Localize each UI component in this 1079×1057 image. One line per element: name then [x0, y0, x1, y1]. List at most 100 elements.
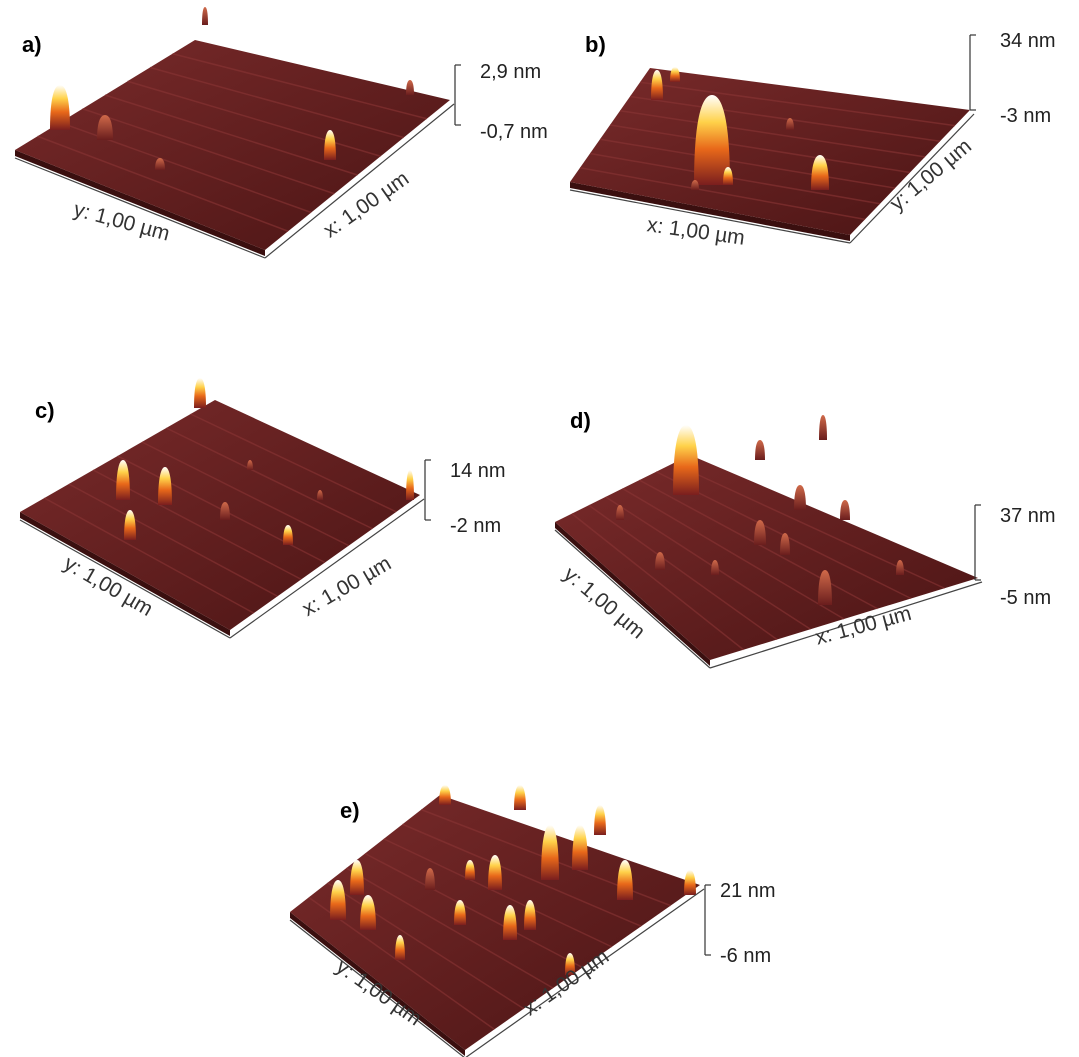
peak — [425, 868, 435, 890]
axis-edge — [849, 113, 975, 244]
surface-ridge — [609, 124, 911, 174]
afm-panel: d)37 nm-5 nmy: 1,00 µm x: 1,00 µm — [554, 408, 1056, 669]
surface-ridge — [571, 513, 744, 651]
axis-edge — [264, 103, 455, 259]
peak — [324, 130, 336, 160]
peak — [158, 467, 172, 505]
surface-ridge — [37, 135, 289, 232]
z-min-label: -0,7 nm — [480, 121, 548, 143]
surface — [15, 40, 450, 250]
peak — [896, 560, 904, 575]
panel-label: a) — [22, 32, 42, 57]
axis-edge — [19, 519, 231, 639]
peak — [572, 825, 588, 870]
peak — [755, 440, 765, 460]
z-min-label: -6 nm — [720, 945, 771, 967]
peak — [684, 870, 696, 895]
z-max-label: 37 nm — [1000, 505, 1056, 527]
peak — [786, 118, 794, 130]
surface — [290, 795, 700, 1050]
surface-ridge — [364, 852, 583, 969]
peak — [819, 415, 827, 440]
panel-label: d) — [570, 408, 591, 433]
peak — [840, 500, 850, 520]
peak — [514, 785, 526, 810]
peak — [754, 520, 766, 545]
peak — [780, 533, 790, 555]
surface-ridge — [172, 53, 428, 120]
peak — [155, 158, 165, 170]
peak — [97, 115, 113, 140]
z-max-label: 34 nm — [1000, 30, 1056, 52]
panel-label: c) — [35, 398, 55, 423]
surface-ridge — [402, 823, 642, 927]
z-min-label: -3 nm — [1000, 105, 1051, 127]
surface-ridge — [127, 80, 381, 157]
peak — [283, 525, 293, 545]
peak — [439, 785, 451, 805]
z-max-label: 2,9 nm — [480, 61, 541, 83]
surface-ridge — [149, 66, 404, 139]
surface-ridge — [579, 167, 866, 221]
surface-ridge — [589, 152, 881, 205]
surface — [570, 68, 970, 235]
surface — [555, 455, 978, 660]
surface — [20, 400, 420, 630]
panel-label: b) — [585, 32, 606, 57]
peak — [317, 490, 323, 500]
surface-side — [290, 912, 465, 1056]
peak — [524, 900, 536, 930]
surface-ridge — [68, 483, 278, 597]
peak — [811, 155, 829, 190]
surface-ridge — [629, 95, 941, 142]
axis-edge — [229, 498, 425, 639]
surface-side — [20, 512, 230, 636]
peak — [360, 895, 376, 930]
surface-ridge — [190, 413, 397, 513]
peak — [350, 860, 364, 895]
peak — [465, 860, 475, 880]
peak — [794, 485, 806, 510]
surface-ridge — [605, 496, 811, 630]
axis-edge — [554, 529, 711, 669]
peak — [651, 70, 663, 100]
peak — [694, 95, 730, 185]
peak — [330, 880, 346, 920]
peak — [711, 560, 719, 575]
surface-ridge — [104, 94, 358, 176]
x-axis-label: x: 1,00 µm — [646, 213, 747, 249]
afm-panel: c)14 nm-2 nmy: 1,00 µm x: 1,00 µm — [19, 378, 506, 639]
surface-ridge — [165, 427, 373, 530]
surface-ridge — [327, 882, 525, 1010]
peak — [202, 7, 208, 25]
peak — [395, 935, 405, 960]
peak — [616, 505, 624, 520]
surface-ridge — [619, 110, 926, 158]
peak — [723, 167, 733, 185]
z-min-label: -2 nm — [450, 515, 501, 537]
peak — [818, 570, 832, 605]
peak — [220, 502, 230, 520]
peak — [541, 825, 559, 880]
axis-edge — [569, 189, 851, 244]
peak — [194, 378, 206, 408]
surface-side — [15, 150, 265, 256]
z-max-label: 21 nm — [720, 880, 776, 902]
peak — [488, 855, 502, 890]
peak — [406, 470, 414, 500]
afm-panel: b) 34 nm-3 nmy: 1,00 µmx: 1,00 µm — [569, 30, 1056, 250]
surface-ridge — [345, 867, 554, 989]
axis-edge — [14, 157, 266, 259]
peak — [655, 552, 665, 570]
afm-panel: a)2,9 nm-0,7 nmy: 1,00 µm x: 1,00 µm — [14, 7, 548, 259]
peak — [116, 460, 130, 500]
peak — [50, 85, 70, 130]
surface-ridge — [383, 838, 613, 948]
peak — [124, 510, 136, 540]
peak — [503, 905, 517, 940]
surface-ridge — [82, 108, 335, 195]
axis-edge — [709, 581, 983, 669]
peak — [247, 460, 253, 470]
surface-ridge — [622, 487, 845, 620]
